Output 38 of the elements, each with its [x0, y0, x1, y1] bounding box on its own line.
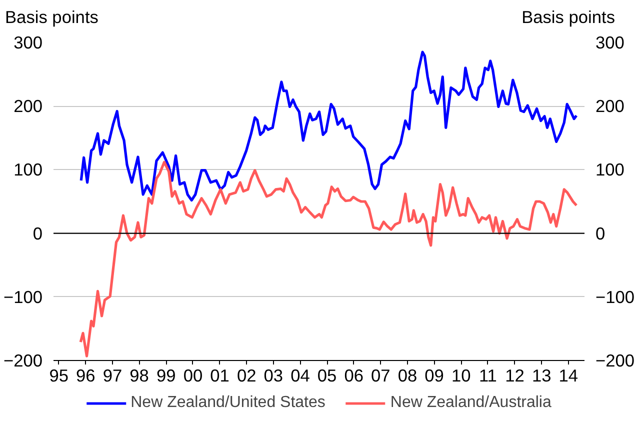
x-tick-label: 06: [344, 366, 364, 386]
x-tick-label: 01: [210, 366, 230, 386]
y2-tick-label: 100: [596, 160, 624, 180]
x-tick-label: 12: [505, 366, 524, 386]
y-tick-label: 300: [14, 32, 43, 52]
x-tick-label: 11: [478, 366, 497, 386]
y2-tick-label: 200: [596, 96, 624, 116]
y-tick-label: 0: [32, 223, 43, 244]
x-tick-label: 99: [156, 366, 176, 386]
y2-tick-label: −200: [596, 350, 635, 370]
y-tick-label: −100: [3, 286, 42, 307]
x-tick-label: 95: [49, 366, 69, 386]
y2-tick-label: −100: [596, 286, 635, 307]
y2-tick-label: 300: [596, 32, 624, 52]
line-series: [79, 160, 578, 358]
line-series: [80, 50, 578, 202]
legend-label: New Zealand/Australia: [390, 394, 552, 412]
x-tick-label: 02: [236, 366, 256, 386]
x-tick-label: 03: [264, 366, 284, 386]
x-tick-label: 96: [76, 366, 96, 386]
y-tick-label: 200: [14, 96, 43, 116]
y2-axis-title: Basis points: [522, 6, 615, 29]
x-tick-label: 07: [371, 366, 390, 386]
x-tick-label: 00: [183, 366, 203, 386]
y2-tick-label: 0: [596, 223, 606, 244]
x-tick-label: 14: [558, 366, 578, 386]
x-tick-label: 98: [130, 366, 149, 386]
x-tick-label: 09: [424, 366, 444, 386]
x-tick-label: 04: [290, 366, 310, 386]
legend-label: New Zealand/United States: [130, 394, 326, 412]
y-tick-label: 100: [14, 160, 43, 180]
x-tick-label: 05: [317, 366, 337, 386]
y-axis-title: Basis points: [5, 6, 98, 29]
x-tick-label: 97: [102, 366, 122, 386]
x-tick-label: 13: [532, 366, 552, 386]
x-tick-label: 08: [398, 366, 418, 386]
x-tick-label: 10: [452, 366, 471, 386]
y-tick-label: −200: [3, 350, 42, 370]
